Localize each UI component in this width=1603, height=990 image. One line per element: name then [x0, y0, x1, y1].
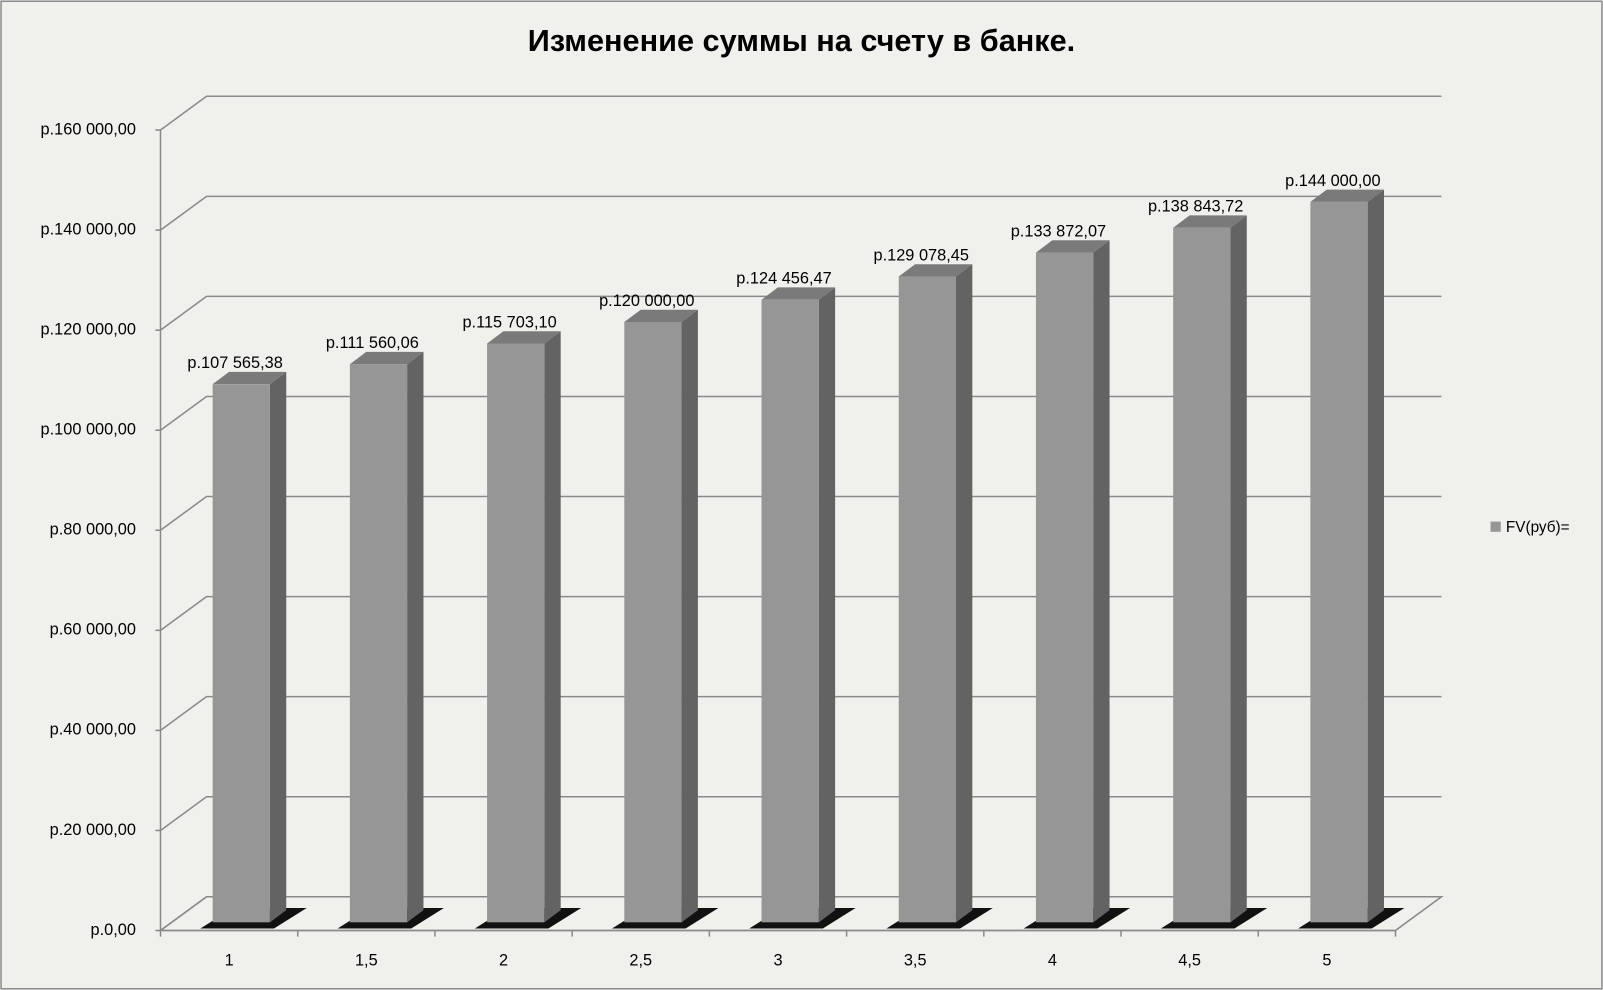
grid-line — [160, 495, 1442, 531]
y-tick-label: р.120 000,00 — [41, 320, 136, 338]
bar-side — [1367, 189, 1384, 923]
bar-top — [624, 309, 698, 322]
grid-line — [160, 595, 1442, 631]
bar-side — [269, 371, 287, 923]
data-label: р.115 703,10 — [462, 313, 556, 331]
bar-top — [1173, 215, 1247, 228]
data-label: р.107 565,38 — [187, 354, 282, 372]
bar-top — [349, 351, 424, 365]
y-tick-label: р.80 000,00 — [50, 521, 136, 539]
x-tick-label: 1 — [225, 951, 234, 969]
chart-title: Изменение суммы на счету в банке. — [528, 24, 1075, 58]
x-tick-label: 2,5 — [629, 951, 652, 969]
bar — [1035, 252, 1094, 923]
x-tick-label: 4,5 — [1178, 951, 1201, 969]
data-label: р.111 560,06 — [326, 334, 419, 352]
bar — [1173, 227, 1231, 923]
y-tick-label: р.100 000,00 — [41, 421, 136, 439]
y-tick-label: р.20 000,00 — [50, 821, 136, 839]
legend-label: FV(руб)= — [1506, 519, 1570, 536]
grid-line — [160, 95, 1442, 131]
bar-top — [487, 331, 561, 344]
y-tick-label: р.60 000,00 — [50, 621, 136, 639]
bar — [349, 364, 408, 923]
bar-side — [955, 264, 973, 923]
bar-top — [1035, 240, 1110, 253]
y-tick-label: р.40 000,00 — [50, 721, 136, 739]
y-tick-label: р.140 000,00 — [41, 220, 136, 238]
x-tick-label: 1,5 — [355, 951, 378, 969]
data-label: р.133 872,07 — [1011, 222, 1106, 240]
grid-line — [160, 795, 1442, 832]
bar-side — [681, 309, 698, 923]
data-label: р.138 843,72 — [1148, 198, 1243, 216]
bar-top — [212, 371, 287, 385]
data-label: р.144 000,00 — [1285, 172, 1380, 190]
bar — [1310, 201, 1368, 923]
bar — [212, 384, 270, 923]
bar — [761, 299, 819, 923]
x-tick-label: 3 — [773, 951, 782, 969]
bar-side — [407, 351, 424, 923]
data-label: р.129 078,45 — [874, 246, 969, 264]
bar-top — [898, 264, 973, 277]
bar-side — [544, 331, 561, 923]
bar — [624, 321, 682, 923]
legend-swatch — [1490, 521, 1501, 532]
bar-side — [1093, 240, 1110, 923]
grid-line — [160, 896, 1442, 932]
x-tick-label: 2 — [499, 951, 508, 969]
data-label: р.124 456,47 — [736, 270, 831, 288]
bar — [487, 343, 545, 923]
y-tick-label: р.160 000,00 — [41, 120, 136, 138]
grid-line — [160, 695, 1442, 732]
y-tick-label: р.0,00 — [91, 921, 136, 939]
x-tick-label: 4 — [1048, 951, 1057, 969]
data-label: р.120 000,00 — [599, 292, 694, 310]
grid-line — [160, 195, 1442, 231]
bar-top — [1310, 189, 1384, 202]
grid-line — [160, 295, 1442, 331]
grid-line — [160, 395, 1442, 431]
bar-top — [761, 287, 836, 300]
bar-side — [1230, 215, 1247, 923]
x-tick-label: 3,5 — [904, 951, 927, 969]
bar-side — [818, 287, 836, 923]
bar — [898, 276, 956, 923]
x-tick-label: 5 — [1322, 951, 1331, 969]
